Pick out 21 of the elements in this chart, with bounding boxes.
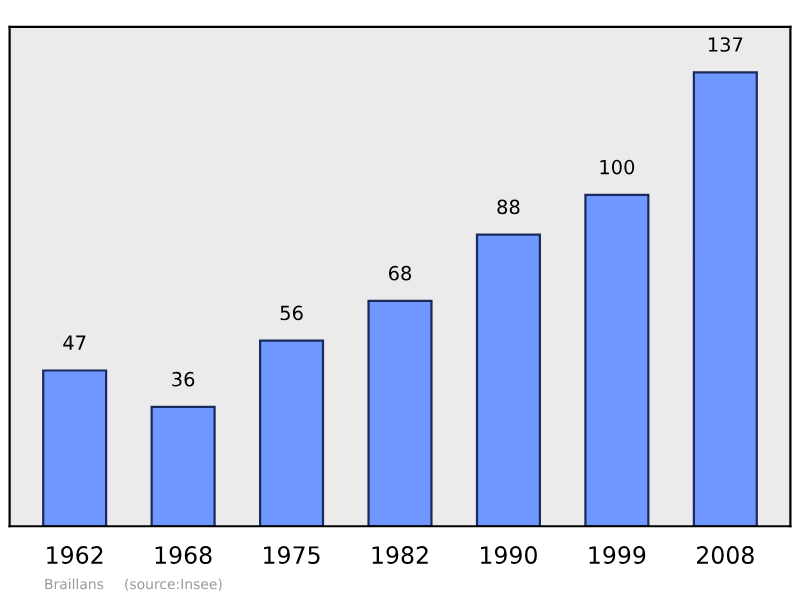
bar xyxy=(475,233,541,527)
data-label: 100 xyxy=(600,159,635,175)
x-tick-label: 1968 xyxy=(155,546,212,564)
data-label: 88 xyxy=(497,199,520,215)
bar xyxy=(367,299,433,527)
x-tick-label: 1975 xyxy=(264,546,320,564)
x-tick-label: 1999 xyxy=(589,546,646,564)
data-label: 137 xyxy=(708,37,743,52)
bar xyxy=(150,405,216,527)
x-tick-label: 1982 xyxy=(372,546,428,564)
data-label: 36 xyxy=(172,371,195,387)
bar xyxy=(584,193,650,527)
data-label: 56 xyxy=(280,305,303,321)
data-label: 68 xyxy=(388,265,412,281)
bar xyxy=(692,71,758,527)
data-label: 47 xyxy=(63,335,86,350)
bar xyxy=(259,339,325,527)
x-tick-label: 1990 xyxy=(480,546,537,564)
x-tick-label: 2008 xyxy=(697,546,754,564)
bar xyxy=(42,369,108,527)
x-tick-label: 1962 xyxy=(47,546,103,564)
